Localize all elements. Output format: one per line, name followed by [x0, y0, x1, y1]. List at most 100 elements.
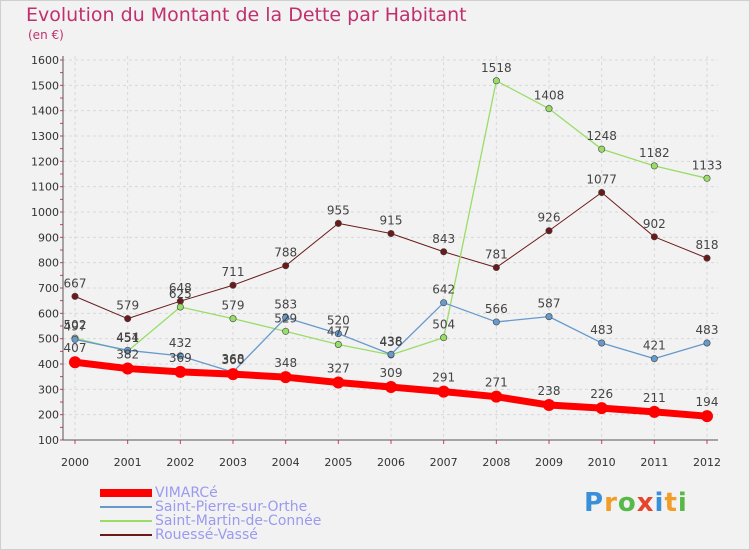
data-label: 271: [485, 376, 508, 390]
y-tick-label: 600: [38, 307, 59, 320]
data-point: [334, 219, 342, 227]
y-tick-label: 1400: [31, 105, 59, 118]
data-point: [282, 262, 290, 270]
data-point: [174, 365, 187, 378]
y-tick-label: 500: [38, 333, 59, 346]
data-label: 818: [696, 238, 719, 252]
data-label: 642: [432, 283, 455, 297]
data-label: 587: [538, 297, 561, 311]
chart-unit: (en €): [28, 28, 64, 42]
y-tick-label: 1300: [31, 130, 59, 143]
data-label: 309: [380, 366, 403, 380]
legend-swatch: [100, 505, 152, 509]
x-tick-label: 2008: [482, 456, 510, 469]
data-label: 1182: [639, 146, 670, 160]
data-label: 579: [116, 299, 139, 313]
data-point: [176, 352, 184, 360]
data-label: 327: [327, 361, 350, 375]
x-tick-label: 2009: [535, 456, 563, 469]
data-point: [545, 227, 553, 235]
data-label: 648: [169, 281, 192, 295]
data-point: [440, 248, 448, 256]
y-tick-label: 200: [38, 409, 59, 422]
data-point: [703, 339, 711, 347]
data-point: [650, 233, 658, 241]
data-point: [598, 339, 606, 347]
axes: 100 200 300 400 500 600 700 800 900 1000 1100 1200 1…: [31, 54, 721, 469]
logo-letter: o: [617, 488, 637, 518]
data-label: 788: [274, 246, 297, 260]
data-point: [545, 105, 553, 113]
data-point: [543, 399, 555, 412]
data-point: [282, 327, 290, 335]
x-tick-label: 2000: [61, 456, 89, 469]
data-label: 520: [327, 314, 350, 328]
x-tick-label: 2007: [430, 456, 458, 469]
data-point: [490, 390, 503, 403]
data-label: 902: [643, 217, 666, 231]
data-point: [437, 385, 450, 398]
data-label: 438: [380, 334, 403, 348]
data-label: 382: [116, 348, 139, 362]
data-label: 421: [643, 339, 666, 353]
data-label: 1077: [586, 172, 617, 186]
y-tick-label: 300: [38, 383, 59, 396]
x-tick-label: 2003: [219, 456, 247, 469]
data-label: 451: [116, 331, 139, 345]
data-label: 348: [274, 356, 297, 370]
legend-swatch: [100, 519, 152, 523]
data-point: [176, 303, 184, 311]
data-label: 583: [274, 298, 297, 312]
data-point: [440, 334, 448, 342]
data-point: [650, 162, 658, 170]
data-point: [440, 299, 448, 307]
data-label: 483: [590, 323, 613, 337]
data-label: 926: [538, 211, 561, 225]
data-point: [650, 355, 658, 363]
data-label: 291: [432, 371, 455, 385]
data-label: 211: [643, 391, 666, 405]
data-point: [334, 330, 342, 338]
logo-letter: i: [654, 488, 665, 518]
data-label: 711: [222, 265, 245, 279]
y-tick-label: 1500: [31, 79, 59, 92]
data-point: [71, 292, 79, 300]
data-point: [229, 315, 237, 323]
data-label: 194: [696, 395, 719, 409]
data-label: 360: [222, 353, 245, 367]
data-point: [387, 350, 395, 358]
data-label: 497: [64, 319, 87, 333]
data-point: [334, 340, 342, 348]
data-label: 1408: [534, 89, 565, 103]
data-point: [227, 368, 239, 381]
data-label: 454: [116, 330, 139, 344]
data-point: [703, 174, 711, 182]
data-label: 781: [485, 247, 508, 261]
data-point: [648, 405, 661, 418]
data-point: [279, 371, 292, 384]
data-label: 579: [222, 299, 245, 313]
data-label: 407: [64, 341, 87, 355]
data-label: 566: [485, 302, 508, 316]
logo-letter: x: [636, 488, 655, 518]
y-tick-label: 800: [38, 257, 59, 270]
data-point: [701, 410, 713, 423]
data-label: 915: [380, 214, 403, 228]
logo-letter: P: [584, 488, 605, 518]
y-tick-label: 1000: [31, 206, 59, 219]
data-point: [385, 381, 397, 394]
data-point: [282, 314, 290, 322]
data-label: 436: [380, 335, 403, 349]
chart-title: Evolution du Montant de la Dette par Hab…: [26, 4, 467, 26]
data-point: [492, 77, 500, 85]
y-tick-label: 1200: [31, 155, 59, 168]
data-point: [703, 254, 711, 262]
x-tick-label: 2001: [114, 456, 142, 469]
x-tick-label: 2002: [166, 456, 194, 469]
data-label: 504: [432, 318, 455, 332]
data-point: [492, 318, 500, 326]
y-tick-label: 400: [38, 358, 59, 371]
logo-letter: t: [664, 488, 678, 518]
data-point: [595, 402, 608, 415]
